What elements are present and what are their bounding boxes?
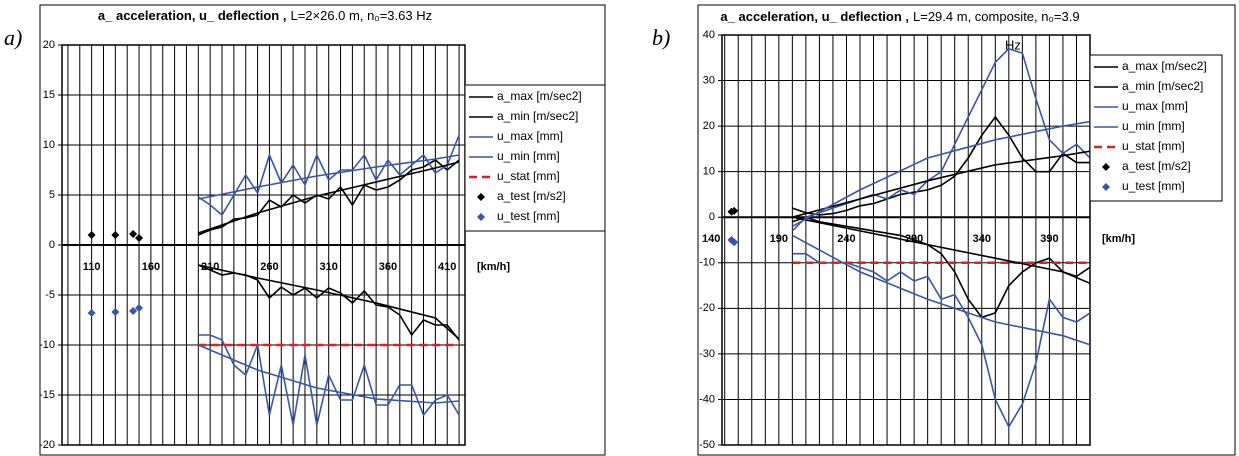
y-tick-label: -10	[39, 339, 55, 351]
y-tick-label: -10	[699, 257, 715, 269]
marker	[87, 231, 96, 239]
legend-label: a_min [m/sec2]	[497, 109, 578, 123]
y-tick-label: -20	[699, 302, 715, 314]
y-tick-label: -15	[39, 389, 55, 401]
series-line	[792, 216, 1091, 285]
legend-label: u_stat [mm]	[1122, 139, 1185, 153]
y-tick-label: -5	[45, 289, 55, 301]
y-tick-label: 5	[49, 189, 55, 201]
title-bold: a_ acceleration, u_ deflection ,	[98, 8, 287, 23]
marker	[129, 307, 138, 315]
marker	[730, 238, 739, 247]
y-tick-label: 20	[703, 120, 715, 132]
marker	[730, 206, 739, 215]
x-tick-label: 310	[320, 261, 338, 273]
x-tick-label: 390	[1040, 233, 1058, 245]
series-line	[792, 234, 1091, 346]
x-tick-label: 240	[837, 233, 855, 245]
marker	[111, 308, 120, 316]
marker	[135, 304, 144, 312]
series-line	[792, 150, 1091, 218]
legend-label: a_max [m/sec2]	[497, 89, 582, 103]
y-tick-label: -40	[699, 393, 715, 405]
x-tick-label: 410	[438, 261, 456, 273]
y-tick-label: 0	[49, 239, 55, 251]
series-line	[198, 264, 460, 340]
chart-title: a_ acceleration, u_ deflection , L=29.4 m…	[720, 9, 1079, 24]
series-line	[792, 216, 1091, 319]
series-line	[198, 154, 460, 200]
legend-label: a_test [m/s2]	[497, 189, 566, 203]
x-tick-label: 160	[142, 261, 160, 273]
legend-marker	[1102, 163, 1110, 171]
y-tick-label: -20	[39, 439, 55, 451]
legend-label: a_test [m/s2]	[1122, 159, 1191, 173]
x-tick-label: 190	[770, 233, 788, 245]
y-tick-label: 10	[43, 139, 55, 151]
marker	[129, 230, 138, 238]
marker	[87, 309, 96, 317]
title-rest: L=2×26.0 m, n₀=3.63 Hz	[290, 8, 432, 23]
y-tick-label: 0	[709, 211, 715, 223]
x-tick-label: 360	[379, 261, 397, 273]
series-line	[198, 161, 460, 234]
legend-marker	[1102, 183, 1110, 191]
y-tick-label: 40	[703, 29, 715, 41]
x-tick-label: 140	[702, 233, 720, 245]
legend-label: u_min [mm]	[1122, 119, 1185, 133]
legend-label: u_min [mm]	[497, 149, 560, 163]
marker	[111, 231, 120, 239]
title-bold: a_ acceleration, u_ deflection ,	[720, 9, 909, 24]
series-line	[197, 344, 460, 404]
y-tick-label: -50	[699, 439, 715, 451]
chart-title: a_ acceleration, u_ deflection , L=2×26.0…	[98, 8, 432, 23]
legend-label: u_test [mm]	[497, 209, 560, 223]
legend-label: u_max [mm]	[1122, 99, 1188, 113]
marker	[135, 234, 144, 242]
series-line	[198, 334, 460, 426]
title-rest: L=29.4 m, composite, n₀=3.9	[913, 9, 1080, 24]
y-tick-label: 30	[703, 74, 715, 86]
legend-label: a_min [m/sec2]	[1122, 79, 1203, 93]
x-unit-label: [km/h]	[1102, 233, 1135, 245]
legend-label: u_test [mm]	[1122, 179, 1185, 193]
x-tick-label: 340	[973, 233, 991, 245]
series-line	[792, 120, 1091, 228]
x-tick-label: 260	[260, 261, 278, 273]
panel-label: a)	[4, 25, 22, 50]
legend-marker	[477, 193, 485, 201]
y-tick-label: 10	[703, 166, 715, 178]
series-line	[792, 115, 1090, 216]
x-unit-label: [km/h]	[477, 261, 510, 273]
series-line	[791, 47, 1091, 232]
legend-marker	[477, 213, 485, 221]
y-tick-label: 15	[43, 89, 55, 101]
y-tick-label: -30	[699, 348, 715, 360]
plot-frame	[721, 34, 1091, 446]
x-tick-label: 110	[83, 261, 101, 273]
legend-box	[464, 84, 606, 232]
legend-label: u_stat [mm]	[497, 169, 560, 183]
legend-box	[1089, 54, 1223, 202]
legend-label: a_max [m/sec2]	[1122, 59, 1207, 73]
legend-label: u_max [mm]	[497, 129, 563, 143]
y-tick-label: 20	[43, 39, 55, 51]
panel-label: b)	[652, 25, 670, 50]
